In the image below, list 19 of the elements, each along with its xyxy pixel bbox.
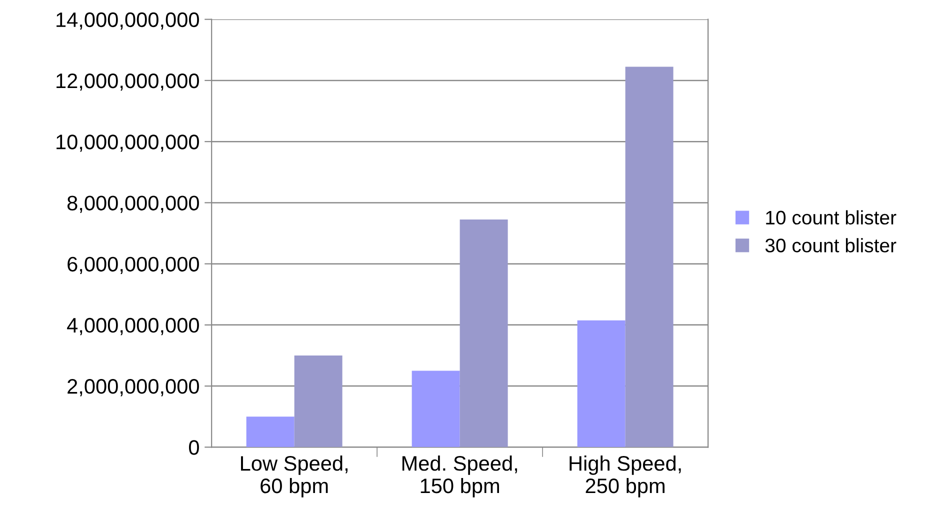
bar xyxy=(294,355,342,448)
legend-label: 30 count blister xyxy=(765,238,896,252)
y-tick-label: 14,000,000,000 xyxy=(56,12,199,30)
y-tick-label: 0 xyxy=(189,440,199,455)
y-tick-label: 8,000,000,000 xyxy=(67,196,199,213)
x-tick-label: Med. Speed, 150 bpm xyxy=(402,456,518,498)
bar xyxy=(625,66,674,448)
x-tick-label: High Speed, 250 bpm xyxy=(570,456,681,498)
bar xyxy=(577,320,626,448)
y-tick-label: 12,000,000,000 xyxy=(56,73,199,91)
y-tick-label: 6,000,000,000 xyxy=(68,256,199,274)
y-tick-label: 4,000,000,000 xyxy=(67,318,199,336)
x-tick-label: Low Speed, 60 bpm xyxy=(241,456,348,498)
y-tick-label: 2,000,000,000 xyxy=(68,379,199,396)
bar xyxy=(412,370,460,448)
bar xyxy=(246,416,294,448)
legend-label: 10 count blister xyxy=(766,210,896,225)
y-tick-label: 10,000,000,000 xyxy=(56,134,199,152)
bar xyxy=(460,220,508,448)
